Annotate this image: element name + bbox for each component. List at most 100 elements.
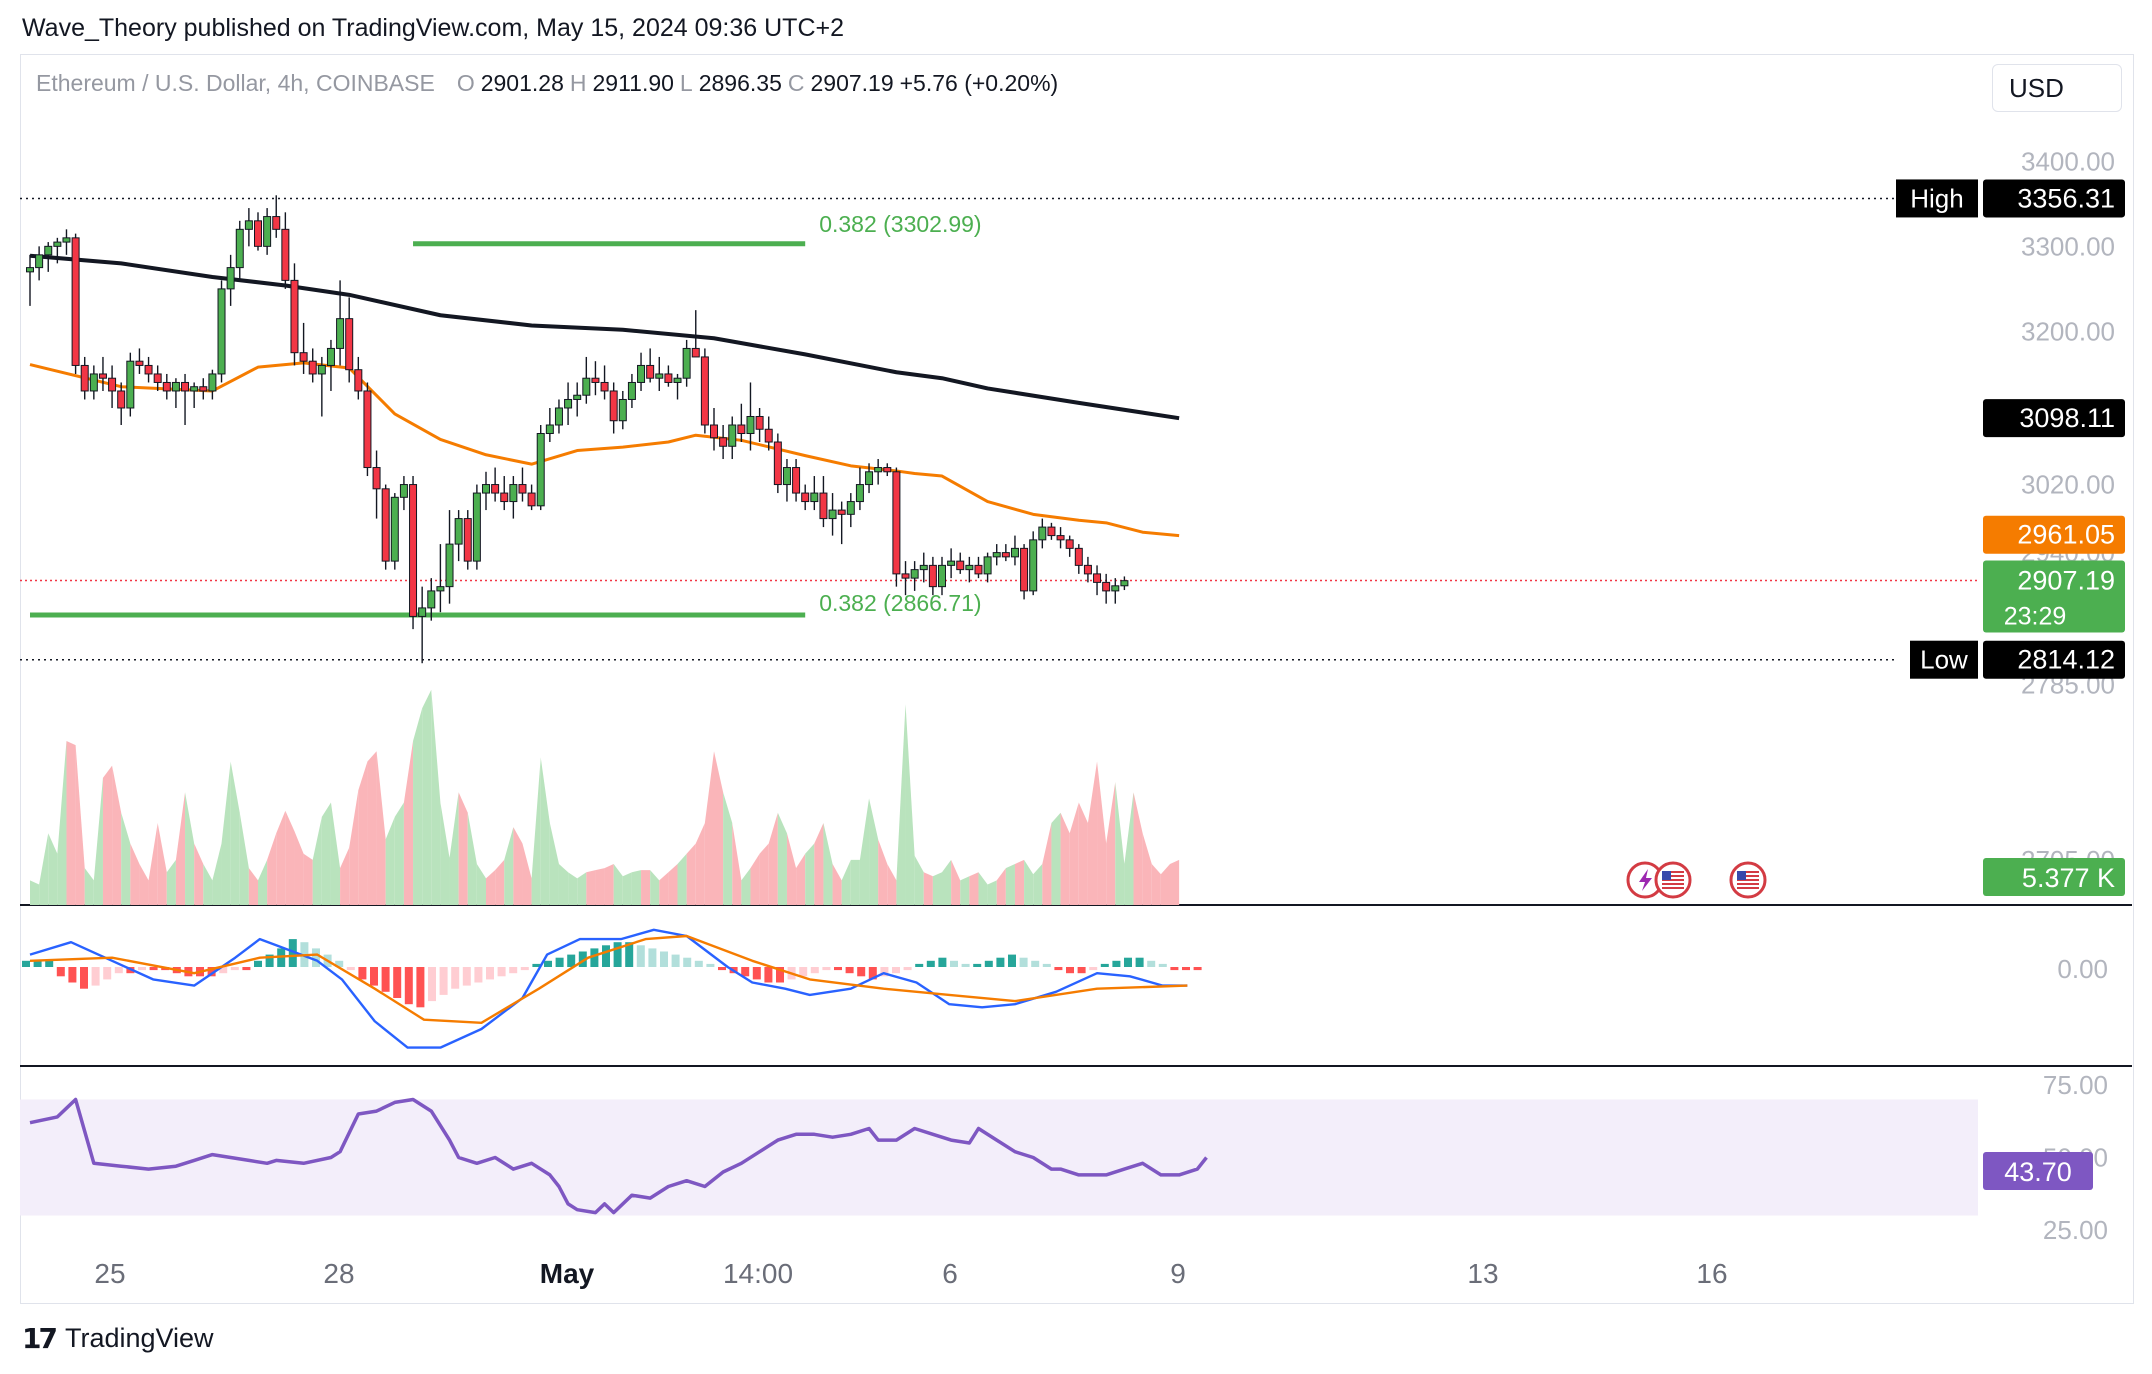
candle-body [518,484,527,494]
time-axis-tick: 6 [942,1258,958,1289]
flag-stripe [1737,871,1759,873]
symbol-name[interactable]: Ethereum / U.S. Dollar, 4h, COINBASE [36,70,435,96]
volume-area-segment [221,761,231,905]
open-value: 2901.28 [480,70,564,96]
volume-area-segment [1060,812,1070,905]
volume-area-segment [969,872,979,905]
candle-body [1120,580,1129,587]
candle-body [263,216,272,247]
ema200-price-label-bg [1983,399,2125,438]
volume-area-segment [321,802,331,905]
volume-area-segment [823,823,833,905]
candle-body [454,518,463,545]
candle-body [281,228,290,281]
countdown-label: 23:29 [2004,603,2067,631]
candle-body [883,467,892,473]
volume-area-segment [1033,864,1043,905]
close-label: C [787,70,805,96]
candle-body [627,381,636,400]
volume-area-segment [558,864,569,905]
volume-area-segment [385,816,395,905]
volume-area-segment [914,855,924,905]
currency-button[interactable]: USD [1992,64,2122,112]
candle-body [1001,552,1010,558]
volume-area-segment [759,843,769,905]
volume-area-segment [996,868,1006,905]
candle-body [308,360,317,375]
volume-area-segment [1115,782,1125,905]
macd-histogram-bar [1100,963,1109,967]
volume-area-segment [887,864,897,905]
macd-histogram-bar [555,957,564,967]
volume-area-segment [1069,802,1079,905]
volume-area-segment [130,843,140,905]
us-flag-icon [1729,861,1767,899]
volume-area-segment [1005,864,1015,905]
volume-area-segment [677,853,687,905]
candle-body [691,347,700,358]
candle-body [472,492,481,562]
volume-area-segment [686,843,696,905]
volume-area-segment [622,872,632,905]
ema50-price-label-bg [1983,515,2125,554]
candle-body [1111,585,1120,592]
candle-body [409,484,418,617]
volume-area-segment [841,859,851,905]
low-value: 2896.35 [698,70,782,96]
volume-area-segment [403,741,414,905]
volume-area-segment [932,872,942,905]
macd-histogram-bar [149,967,158,971]
candle-body [500,492,509,503]
low-label-bg [1910,640,1978,679]
us-flag-icon [1654,861,1692,899]
macd-histogram-bar [973,963,982,967]
macd-histogram-bar [56,967,65,977]
candle-body [782,467,791,486]
candle-body [254,220,262,247]
candle-body [764,428,773,443]
volume-area-segment [194,843,204,905]
candle-body [983,556,992,575]
macd-histogram-bar [578,951,587,967]
candle-body [445,543,454,588]
macd-histogram-bar [474,967,483,983]
candle-body [244,220,253,230]
candle-body [226,267,235,290]
macd-histogram-bar [1077,967,1086,974]
candle-body [290,279,299,354]
flag-stripe [1737,883,1759,885]
volume-area-segment [476,864,486,905]
tradingview-logo[interactable]: 17 TradingView [22,1322,214,1355]
candle-body [436,586,445,592]
macd-histogram-bar [544,960,552,967]
candle-body [710,424,718,439]
volume-area-segment [1170,859,1180,905]
low-price-label-bg [1983,640,2125,679]
volume-area-segment [1014,859,1025,905]
volume-area-segment [239,812,249,905]
price-axis-tick: 3400.00 [2021,146,2115,176]
flash-icon [1626,861,1664,899]
volume-area-segment [923,872,933,905]
volume-area-segment [695,823,705,905]
macd-histogram-bar [590,948,599,967]
volume-area-segment [522,843,532,905]
candle-body [126,360,135,409]
price-axis-tick: 3200.00 [2021,316,2115,346]
volume-area-segment [1133,792,1143,905]
flag-canton [1737,871,1746,880]
volume-area-segment [878,839,888,905]
high-price-label: 3356.31 [2017,183,2115,213]
volume-area-segment [93,777,103,905]
volume-area-segment [422,689,432,905]
flag-stripe [1662,875,1684,877]
volume-area-segment [859,798,870,905]
macd-histogram-bar [416,967,425,1008]
macd-axis-tick: 0.00 [2057,954,2108,984]
candle-body [345,318,354,371]
candle-body [354,369,363,392]
volume-area-segment [376,751,386,905]
candle-body [418,607,427,617]
candle-body [372,467,381,490]
